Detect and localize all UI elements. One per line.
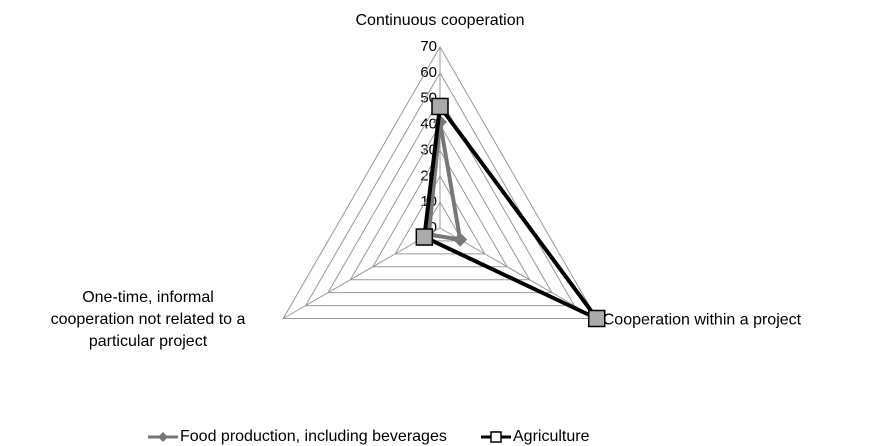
legend-label: Food production, including beverages bbox=[180, 428, 447, 445]
grid-line bbox=[282, 46, 598, 319]
grid-line bbox=[327, 97, 553, 294]
y-tick-label: 0 bbox=[429, 219, 437, 236]
marker bbox=[415, 228, 434, 246]
legend-marker bbox=[158, 432, 168, 442]
y-tick-label: 60 bbox=[420, 64, 437, 81]
y-tick-label: 70 bbox=[420, 38, 437, 55]
spoke bbox=[439, 227, 598, 319]
marker bbox=[431, 97, 449, 116]
y-tick-label: 40 bbox=[420, 116, 437, 133]
legend-marker bbox=[490, 431, 502, 443]
marker bbox=[588, 309, 606, 328]
category-label: Cooperation within a project bbox=[603, 312, 802, 329]
legend-label: Agriculture bbox=[513, 428, 590, 445]
series-line bbox=[426, 121, 463, 243]
category-label: Continuous cooperation bbox=[355, 12, 524, 29]
grid-line bbox=[349, 123, 531, 281]
grid-line bbox=[371, 149, 509, 268]
marker bbox=[453, 232, 468, 247]
grid-line bbox=[304, 71, 576, 307]
series-line bbox=[422, 101, 599, 321]
category-label: One-time, informal cooperation not relat… bbox=[50, 289, 246, 350]
grid-line bbox=[394, 175, 486, 255]
spoke bbox=[282, 227, 441, 319]
